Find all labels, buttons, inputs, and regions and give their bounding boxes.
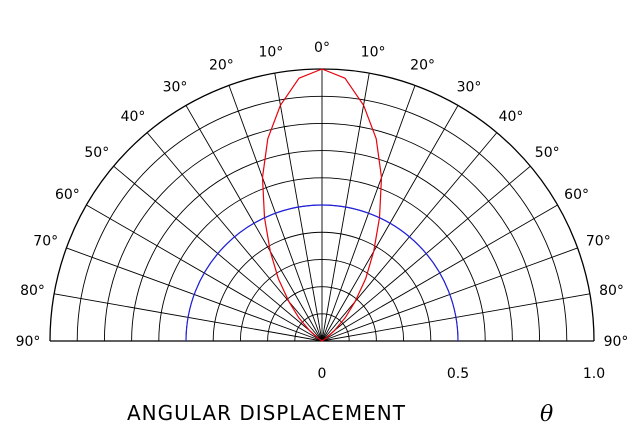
angle-labels: 0° 10° 20° 30° 40° 50° 60° 70° 80° 90° 10° 20° 30° 40… (16, 40, 629, 350)
angle-label: 20° (410, 58, 435, 74)
angle-label: 80° (20, 283, 45, 299)
radial-tick-label: 1.0 (583, 366, 605, 382)
angle-label: 10° (361, 45, 386, 61)
angle-label: 70° (33, 233, 58, 249)
chart-title: ANGULAR DISPLACEMENT (127, 401, 406, 425)
radial-tick-label: 0 (318, 366, 327, 382)
angle-label: 20° (209, 58, 234, 74)
angle-label: 50° (84, 145, 109, 161)
angle-label: 60° (55, 187, 80, 203)
radial-tick-label: 0.5 (447, 366, 469, 382)
angle-label: 40° (499, 109, 524, 125)
angle-label: 60° (564, 187, 589, 203)
angle-label: 50° (535, 145, 560, 161)
series-line-1 (185, 204, 459, 342)
theta-symbol: θ (540, 402, 553, 427)
angle-label: 90° (16, 334, 41, 350)
angle-label: 10° (258, 45, 283, 61)
series-line-0 (261, 68, 383, 342)
radial-labels: 0 0.5 1.0 (318, 366, 606, 382)
angle-label: 0° (314, 40, 330, 56)
angle-label: 80° (599, 283, 624, 299)
series-group (185, 68, 459, 342)
angle-label: 40° (121, 109, 146, 125)
angle-label: 30° (457, 79, 482, 95)
angle-label: 70° (586, 233, 611, 249)
angle-label: 90° (604, 334, 629, 350)
angle-label: 30° (163, 79, 188, 95)
